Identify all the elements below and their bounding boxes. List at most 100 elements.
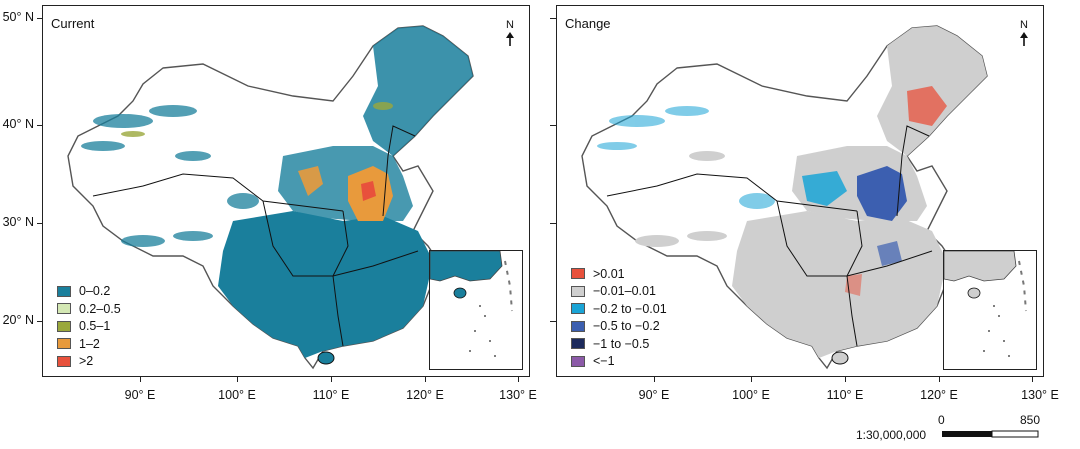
china-map-change bbox=[581, 25, 988, 370]
region-boundaries bbox=[606, 125, 933, 347]
legend-item: <−1 bbox=[571, 353, 667, 371]
legend-label: −0.5 to −0.2 bbox=[593, 319, 660, 334]
legend-swatch bbox=[57, 355, 71, 367]
teal-region-north bbox=[278, 146, 413, 221]
legend-label: 1–2 bbox=[79, 336, 100, 351]
legend-swatch bbox=[571, 338, 585, 350]
lon-label-130: 130° E bbox=[1021, 388, 1059, 402]
lon-label-130: 130° E bbox=[499, 388, 537, 402]
north-arrow-icon bbox=[1020, 32, 1028, 46]
west-blue-patches bbox=[597, 106, 775, 209]
panel-title: Current bbox=[51, 16, 95, 31]
light-blue-patch bbox=[802, 171, 847, 206]
red-patch bbox=[361, 181, 376, 201]
olive-patches bbox=[121, 102, 393, 137]
lon-tick bbox=[331, 377, 332, 382]
legend-swatch bbox=[57, 303, 71, 315]
north-label: N bbox=[1020, 19, 1028, 31]
legend: >0.01 −0.01–0.01 −0.2 to −0.01 −0.5 to −… bbox=[571, 265, 667, 370]
legend-item: −0.5 to −0.2 bbox=[571, 318, 667, 336]
south-china-sea-inset bbox=[429, 250, 523, 370]
legend-item: −0.2 to −0.01 bbox=[571, 300, 667, 318]
legend-label: 0.5–1 bbox=[79, 319, 111, 334]
lat-tick bbox=[550, 223, 556, 224]
hainan-island bbox=[831, 351, 849, 365]
legend-swatch bbox=[571, 320, 585, 332]
legend-item: 1–2 bbox=[57, 335, 121, 353]
lat-tick bbox=[550, 321, 556, 322]
legend-swatch bbox=[571, 355, 585, 367]
legend-swatch bbox=[571, 268, 585, 280]
red-increase-patch bbox=[907, 86, 947, 126]
legend-swatch bbox=[57, 338, 71, 350]
legend-label: <−1 bbox=[593, 354, 615, 369]
lon-tick bbox=[1032, 377, 1033, 382]
legend-item: >2 bbox=[57, 353, 121, 371]
legend-label: −0.2 to −0.01 bbox=[593, 301, 667, 316]
lat-label-30: 30° N bbox=[2, 215, 34, 229]
panel-title: Change bbox=[565, 16, 611, 31]
north-arrow: N bbox=[1019, 20, 1029, 46]
lon-label-90: 90° E bbox=[638, 388, 670, 402]
legend-label: −0.01–0.01 bbox=[593, 284, 656, 299]
legend-label: 0–0.2 bbox=[79, 284, 111, 299]
scale-bar-graphic bbox=[942, 430, 1039, 438]
lon-tick bbox=[654, 377, 655, 382]
west-patches bbox=[81, 105, 259, 247]
blue-decrease-hotspot bbox=[857, 166, 907, 221]
legend-label: >2 bbox=[79, 354, 94, 369]
legend-label: −1 to −0.5 bbox=[593, 336, 650, 351]
lon-label-100: 100° E bbox=[218, 388, 256, 402]
lon-tick bbox=[237, 377, 238, 382]
teal-region-northeast bbox=[363, 26, 473, 156]
lat-label-20: 20° N bbox=[2, 313, 34, 327]
scale-ratio: 1:30,000,000 bbox=[856, 428, 927, 442]
lat-tick bbox=[37, 125, 43, 126]
lat-tick bbox=[37, 223, 43, 224]
blue-patch-south bbox=[877, 241, 902, 266]
lon-tick bbox=[425, 377, 426, 382]
lat-label-50: 50° N bbox=[2, 10, 34, 24]
lon-label-120: 120° E bbox=[406, 388, 444, 402]
inset-map bbox=[430, 251, 513, 357]
legend: 0–0.2 0.2–0.5 0.5–1 1–2 >2 bbox=[57, 283, 121, 371]
lon-label-110: 110° E bbox=[826, 388, 864, 402]
legend-item: 0.5–1 bbox=[57, 318, 121, 336]
lat-tick bbox=[37, 18, 43, 19]
lat-tick bbox=[37, 321, 43, 322]
legend-item: −1 to −0.5 bbox=[571, 335, 667, 353]
legend-swatch bbox=[57, 285, 71, 297]
lon-label-120: 120° E bbox=[920, 388, 958, 402]
north-arrow: N bbox=[505, 20, 515, 46]
teal-region-south bbox=[218, 211, 433, 358]
hainan-island bbox=[317, 351, 335, 365]
south-china-sea-inset bbox=[943, 250, 1037, 370]
north-label: N bbox=[506, 19, 514, 31]
legend-label: 0.2–0.5 bbox=[79, 301, 121, 316]
region-boundaries bbox=[92, 125, 419, 347]
china-map-current bbox=[67, 25, 474, 370]
west-grey-patches bbox=[635, 151, 727, 247]
scale-bar: 0 850 1:30,000,000 bbox=[856, 413, 1042, 443]
north-arrow-icon bbox=[506, 32, 514, 46]
legend-label: >0.01 bbox=[593, 266, 625, 281]
map-panel-change: Change N >0.01 −0.01–0.01 −0.2 to −0.01 … bbox=[556, 5, 1044, 377]
orange-patch bbox=[298, 166, 323, 196]
lat-tick bbox=[550, 125, 556, 126]
scale-start: 0 bbox=[938, 413, 945, 427]
legend-swatch bbox=[57, 320, 71, 332]
lon-tick bbox=[518, 377, 519, 382]
legend-swatch bbox=[571, 303, 585, 315]
legend-item: 0–0.2 bbox=[57, 283, 121, 301]
legend-item: 0.2–0.5 bbox=[57, 300, 121, 318]
lon-tick bbox=[751, 377, 752, 382]
legend-item: >0.01 bbox=[571, 265, 667, 283]
legend-swatch bbox=[571, 285, 585, 297]
scale-end: 850 bbox=[1020, 413, 1041, 427]
grey-region-south bbox=[732, 211, 947, 358]
lon-tick bbox=[140, 377, 141, 382]
lon-tick bbox=[939, 377, 940, 382]
map-panel-current: Current N 0–0.2 0.2–0.5 0.5–1 1–2 >2 bbox=[42, 5, 530, 377]
lon-label-110: 110° E bbox=[312, 388, 350, 402]
lon-tick bbox=[845, 377, 846, 382]
